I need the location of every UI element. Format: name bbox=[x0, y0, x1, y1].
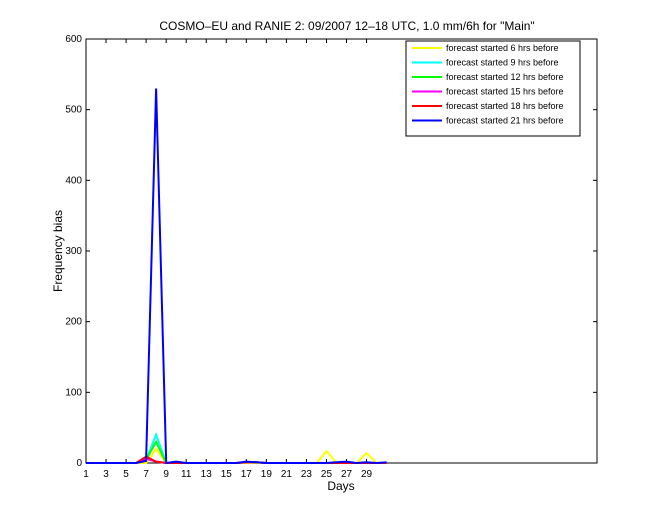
x-axis: 1 3 5 7 9 11 13 15 17 19 21 23 25 27 29 bbox=[83, 39, 373, 480]
x-tick-label: 25 bbox=[321, 469, 333, 480]
y-tick-label: 600 bbox=[65, 34, 82, 45]
x-tick-label: 15 bbox=[221, 469, 233, 480]
x-tick-label: 9 bbox=[163, 469, 169, 480]
legend-label: forecast started 18 hrs before bbox=[446, 101, 564, 111]
x-tick-label: 23 bbox=[301, 469, 313, 480]
y-tick-label: 400 bbox=[65, 175, 82, 186]
legend-label: forecast started 9 hrs before bbox=[446, 58, 559, 68]
x-tick-label: 7 bbox=[143, 469, 149, 480]
series-lines bbox=[86, 88, 387, 465]
x-tick-label: 5 bbox=[123, 469, 129, 480]
legend-label: forecast started 12 hrs before bbox=[446, 72, 564, 82]
x-tick-label: 13 bbox=[201, 469, 213, 480]
x-tick-label: 21 bbox=[281, 469, 293, 480]
y-axis-label: Frequency bias bbox=[51, 210, 65, 292]
y-tick-label: 100 bbox=[65, 387, 82, 398]
x-tick-label: 3 bbox=[103, 469, 109, 480]
legend-label: forecast started 6 hrs before bbox=[446, 43, 559, 53]
x-tick-label: 11 bbox=[181, 469, 192, 480]
x-tick-label: 29 bbox=[361, 469, 373, 480]
x-axis-label: Days bbox=[327, 479, 354, 493]
y-tick-label: 500 bbox=[65, 105, 82, 116]
x-tick-label: 19 bbox=[261, 469, 273, 480]
x-tick-label: 1 bbox=[83, 469, 89, 480]
y-tick-label: 0 bbox=[76, 458, 82, 469]
chart-title: COSMO–EU and RANIE 2: 09/2007 12–18 UTC,… bbox=[159, 19, 534, 33]
legend-label: forecast started 21 hrs before bbox=[446, 116, 564, 126]
series-line-6 bbox=[86, 88, 387, 465]
x-tick-label: 17 bbox=[241, 469, 253, 480]
legend: forecast started 6 hrs before forecast st… bbox=[405, 40, 581, 137]
legend-label: forecast started 15 hrs before bbox=[446, 87, 564, 97]
x-tick-label: 27 bbox=[341, 469, 353, 480]
y-tick-label: 300 bbox=[65, 246, 82, 257]
y-tick-label: 200 bbox=[65, 317, 82, 328]
